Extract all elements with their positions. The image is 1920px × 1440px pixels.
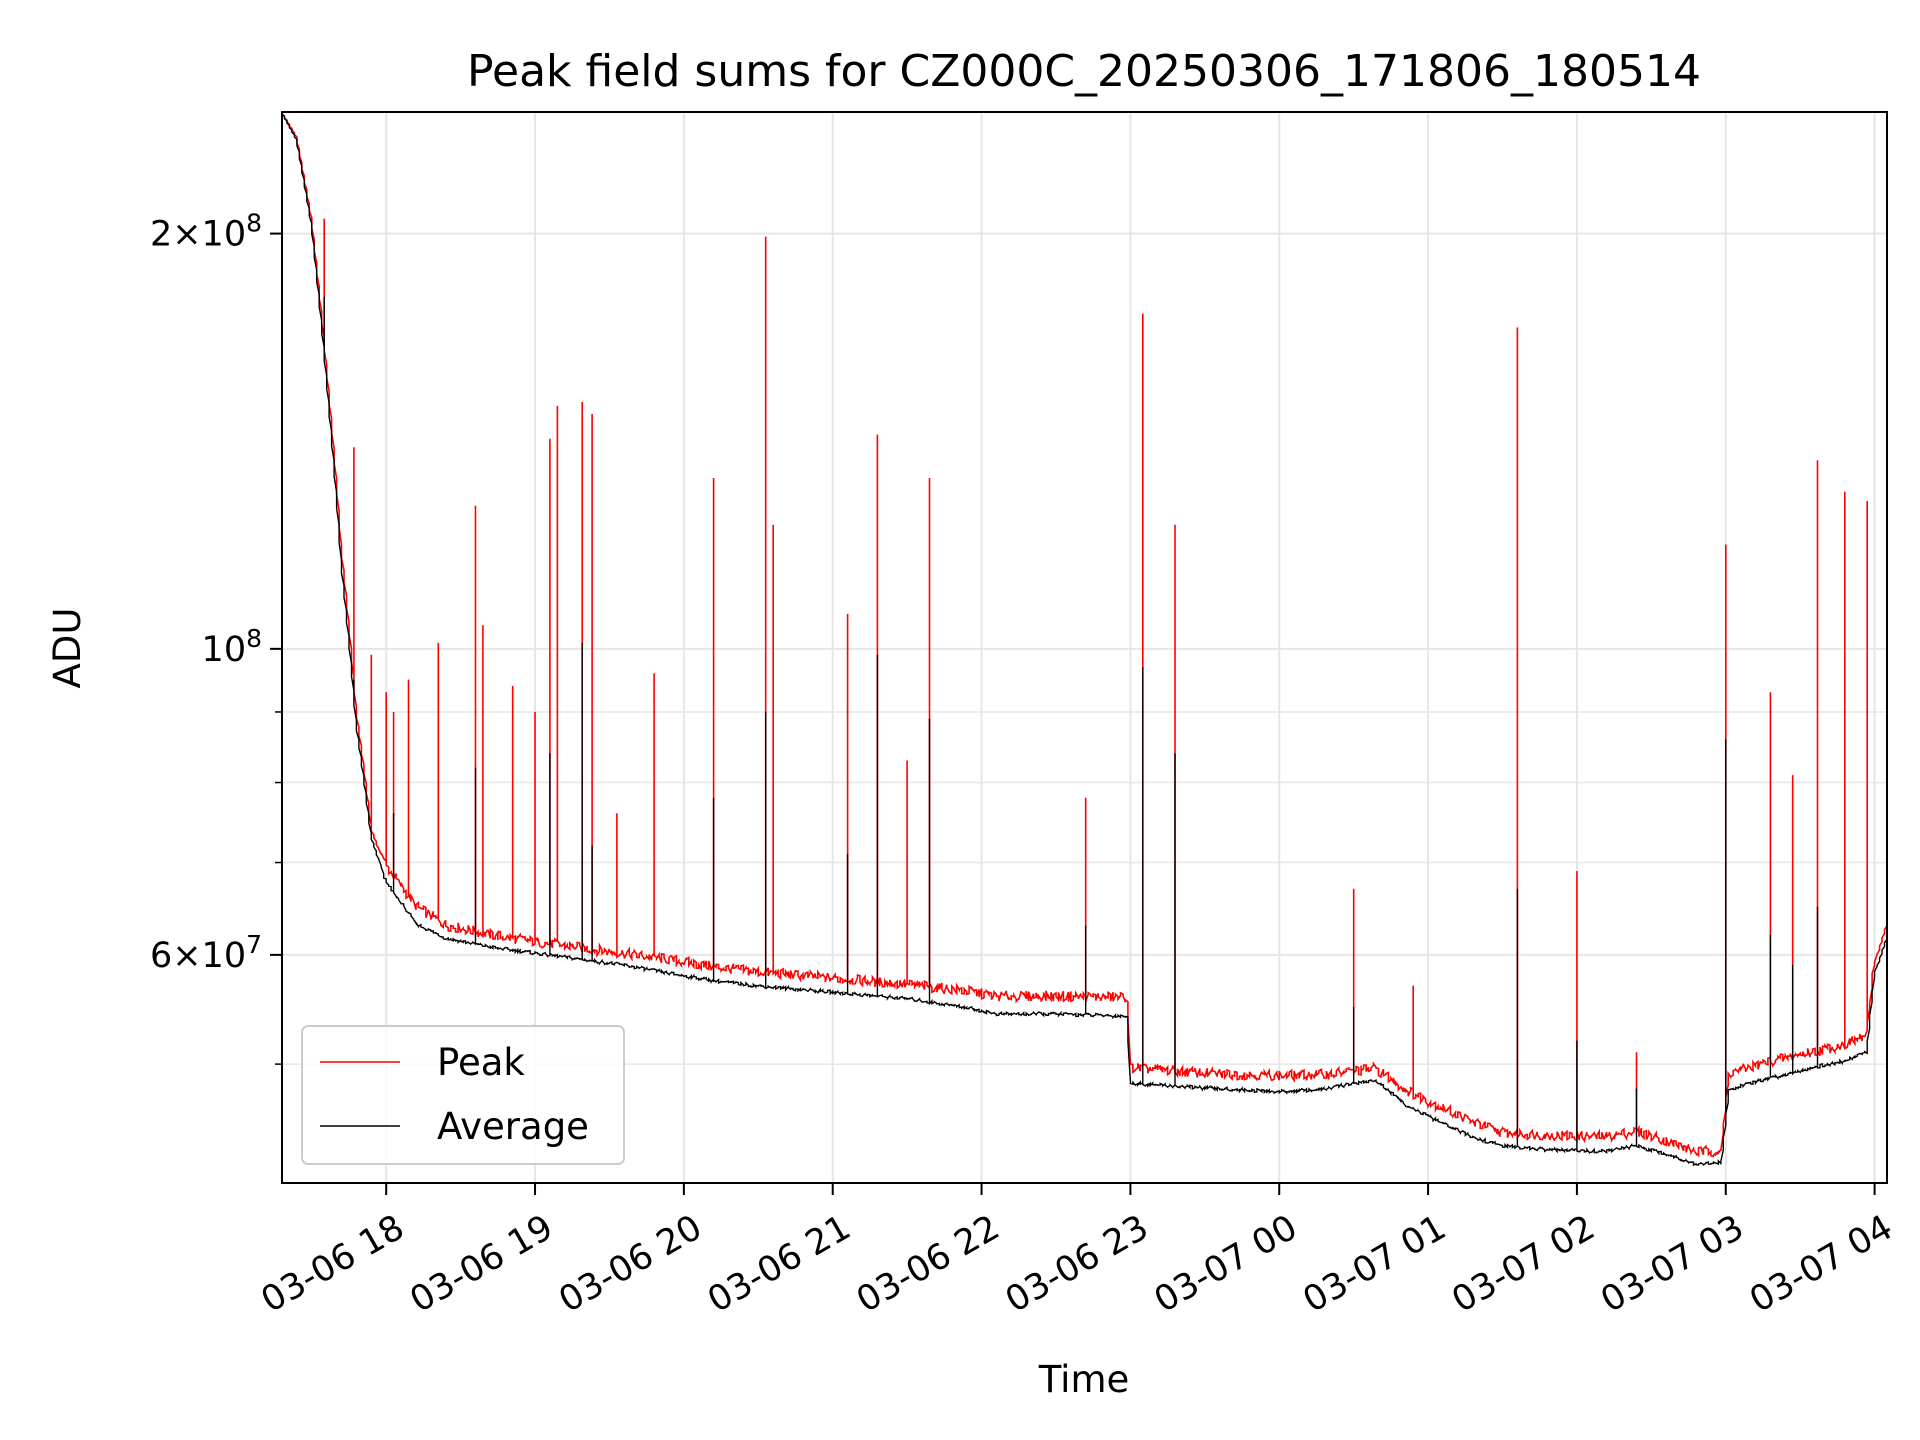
legend-label-average: Average — [437, 1105, 589, 1148]
y-tick-label: 6×107 — [150, 930, 262, 976]
series-line-average — [282, 112, 1887, 1167]
series-line-peak — [282, 112, 1887, 1158]
legend-label-peak: Peak — [437, 1041, 525, 1084]
x-axis-title: Time — [1038, 1358, 1130, 1401]
y-tick-label: 2×108 — [150, 209, 262, 255]
y-tick-label: 108 — [202, 624, 262, 670]
legend-box — [301, 1025, 625, 1165]
chart-title: Peak field sums for CZ000C_20250306_1718… — [467, 46, 1701, 97]
series-layer — [282, 112, 1887, 1167]
y-axis-title: ADU — [46, 608, 89, 689]
plot-frame — [281, 111, 1888, 1184]
legend: Peak Average — [301, 1025, 625, 1165]
